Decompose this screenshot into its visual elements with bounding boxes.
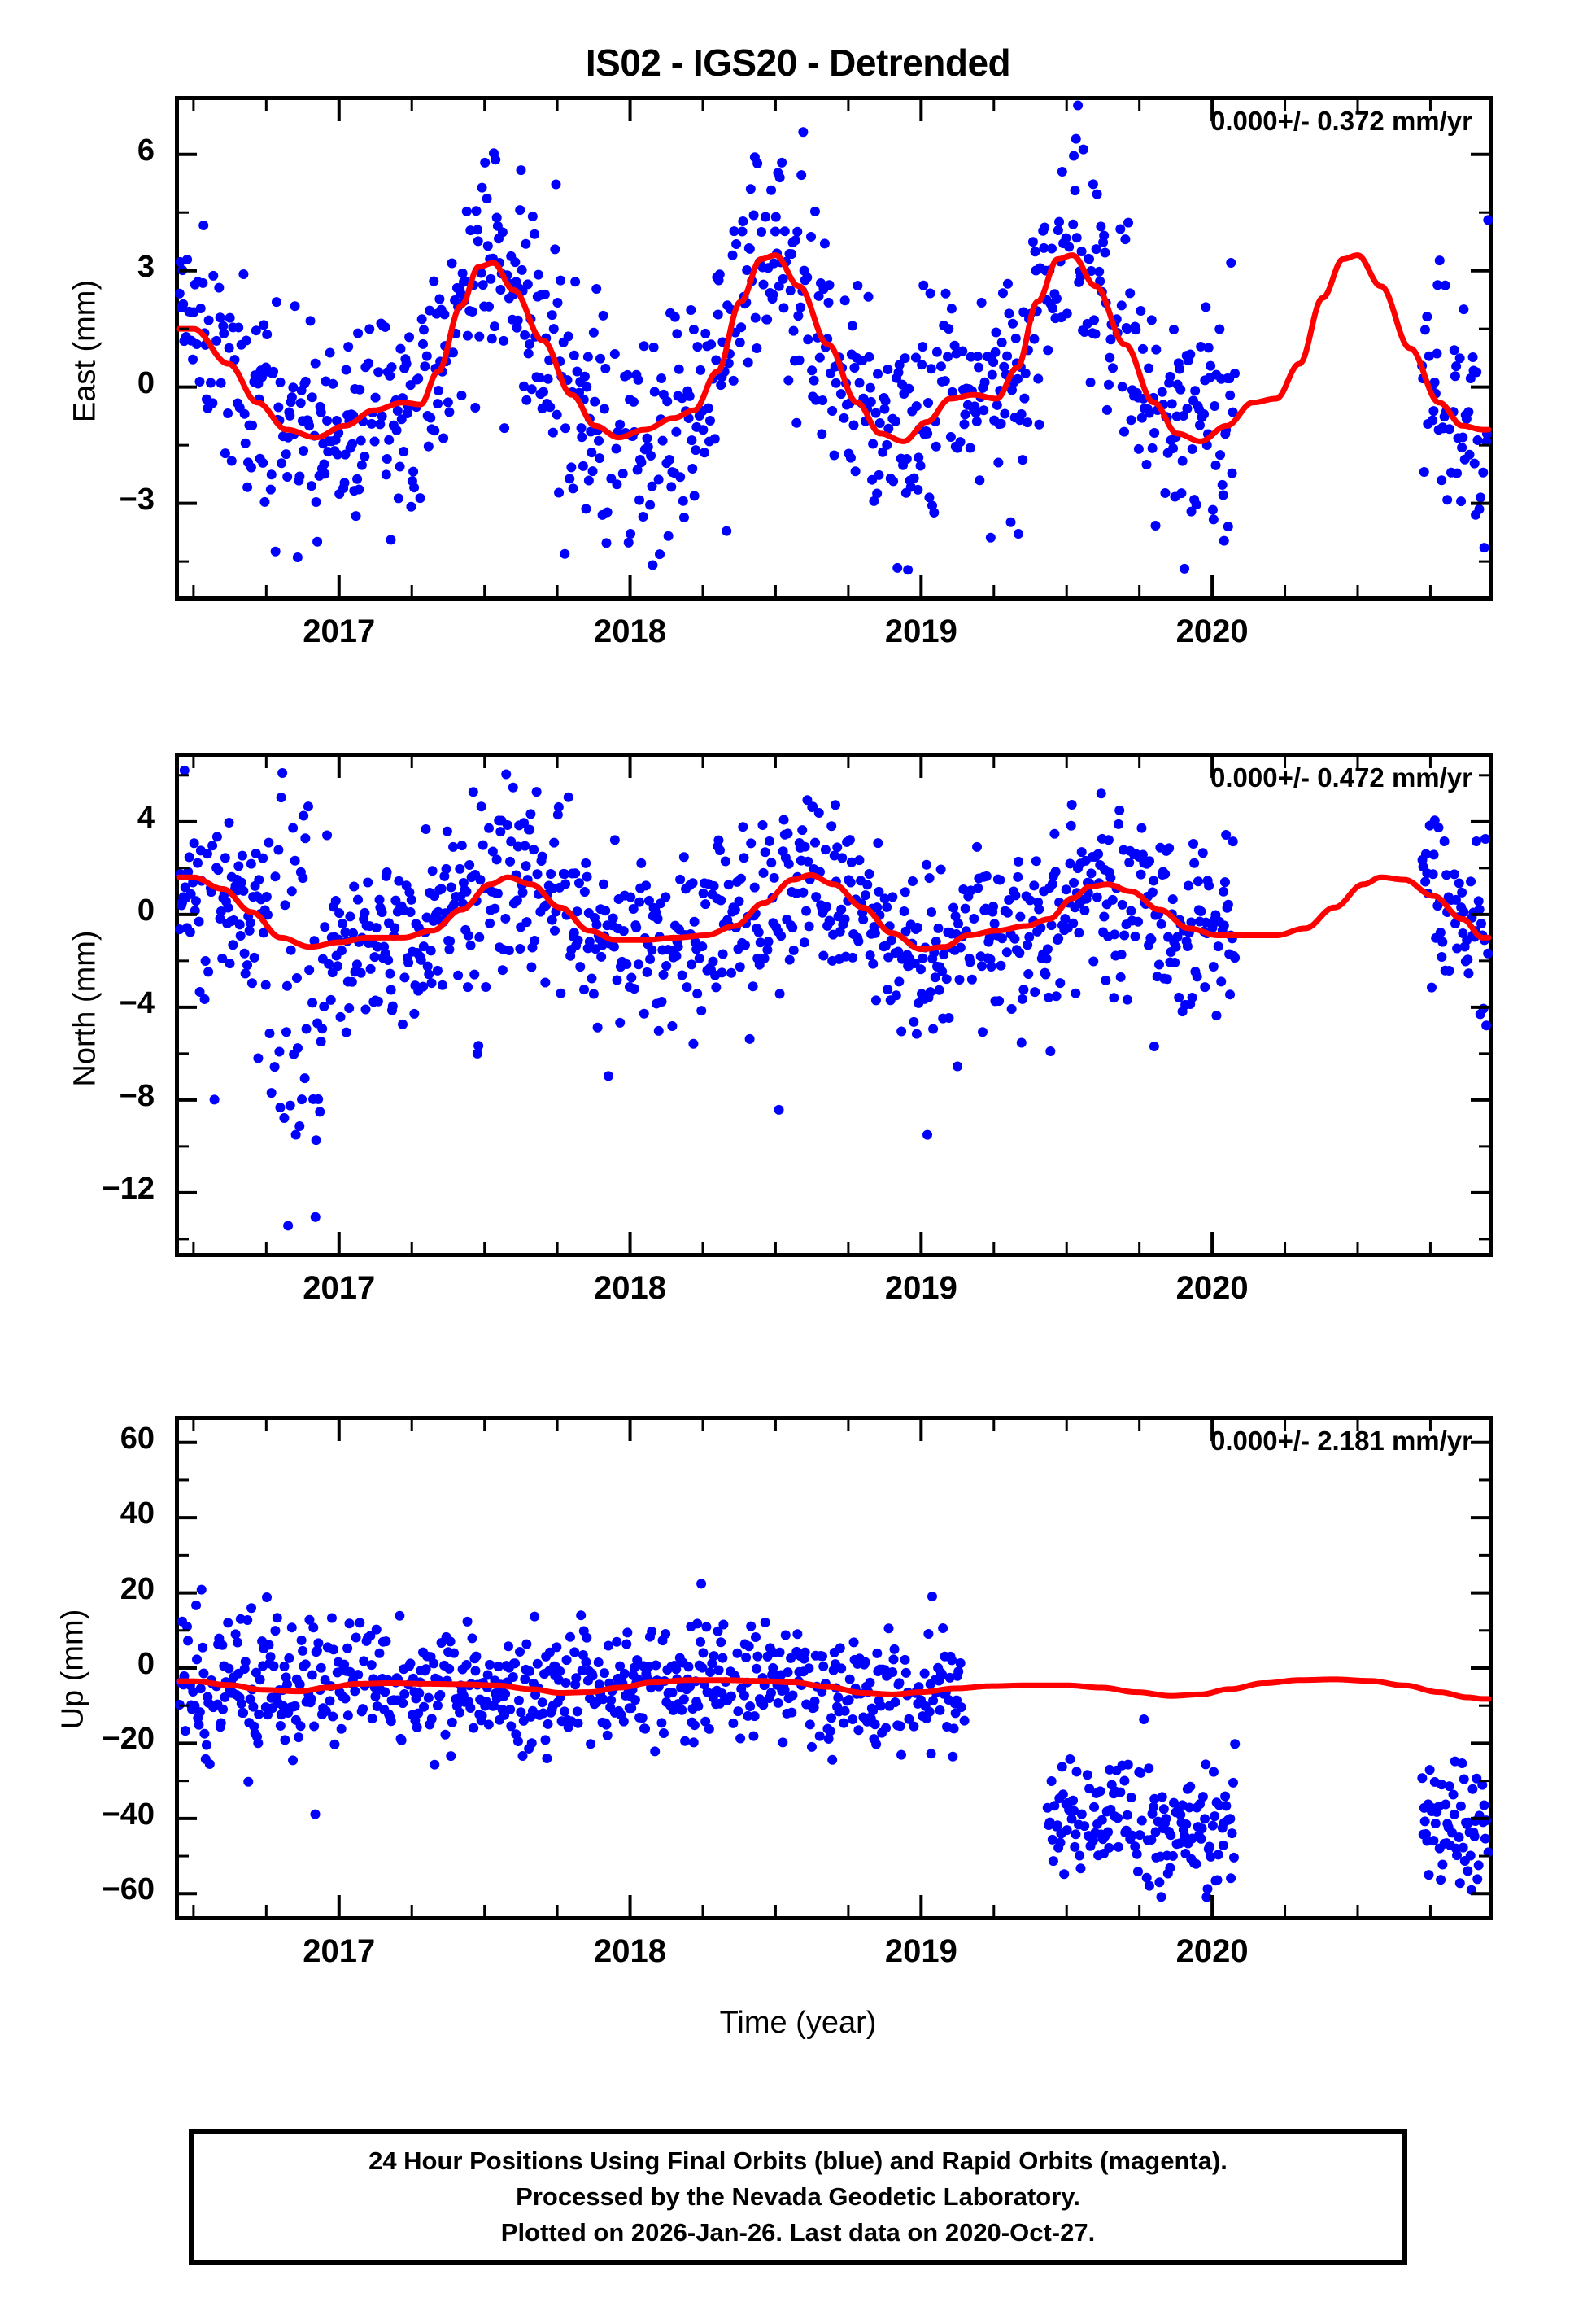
panel-east-canvas bbox=[175, 100, 1493, 596]
x-tick-label-east-1: 2018 bbox=[594, 614, 667, 649]
y-tick-label-up-0: 60 bbox=[120, 1421, 155, 1456]
y-tick-label-east-1: 3 bbox=[137, 249, 155, 284]
y-tick-label-east-3: −3 bbox=[119, 482, 155, 517]
x-tick-label-north-0: 2017 bbox=[303, 1270, 376, 1306]
x-tick-label-up-1: 2018 bbox=[594, 1933, 667, 1969]
x-tick-label-north-2: 2019 bbox=[884, 1270, 957, 1306]
x-tick-label-up-2: 2019 bbox=[884, 1933, 957, 1969]
caption-box: 24 Hour Positions Using Final Orbits (bl… bbox=[189, 2129, 1407, 2265]
y-tick-label-up-6: −60 bbox=[102, 1872, 155, 1907]
panel-up-rate-annotation: 0.000+/- 2.181 mm/yr bbox=[1210, 1426, 1472, 1456]
y-tick-label-north-1: 0 bbox=[137, 893, 155, 928]
panel-east-rate-annotation: 0.000+/- 0.372 mm/yr bbox=[1210, 106, 1472, 136]
panel-up-canvas bbox=[175, 1420, 1493, 1916]
x-tick-label-east-2: 2019 bbox=[884, 614, 957, 649]
y-tick-label-up-4: −20 bbox=[102, 1722, 155, 1757]
model-curve-north bbox=[176, 871, 1492, 953]
panel-north-rate-annotation: 0.000+/- 0.472 mm/yr bbox=[1210, 762, 1472, 793]
panel-east bbox=[175, 96, 1493, 601]
model-curve-up bbox=[176, 1676, 1492, 1702]
y-tick-label-east-2: 0 bbox=[137, 365, 155, 400]
panel-north bbox=[175, 753, 1493, 1257]
data-points-up bbox=[175, 1579, 1493, 1902]
caption-line-2: Processed by the Nevada Geodetic Laborat… bbox=[516, 2182, 1080, 2211]
panel-north-canvas bbox=[175, 757, 1493, 1253]
x-axis-label: Time (year) bbox=[719, 2006, 877, 2040]
x-tick-label-up-3: 2020 bbox=[1175, 1933, 1249, 1969]
panel-up bbox=[175, 1416, 1493, 1920]
model-curve-east bbox=[176, 252, 1492, 444]
data-points-north bbox=[175, 765, 1493, 1231]
y-tick-label-north-4: −12 bbox=[102, 1171, 155, 1206]
x-tick-label-up-0: 2017 bbox=[303, 1933, 376, 1969]
x-tick-label-east-3: 2020 bbox=[1175, 614, 1249, 649]
y-tick-label-north-0: 4 bbox=[137, 800, 155, 835]
caption-line-1: 24 Hour Positions Using Final Orbits (bl… bbox=[368, 2146, 1228, 2175]
page-title: IS02 - IGS20 - Detrended bbox=[585, 41, 1011, 84]
y-tick-label-up-1: 40 bbox=[120, 1496, 155, 1531]
y-tick-label-east-0: 6 bbox=[137, 133, 155, 168]
y-tick-label-up-5: −40 bbox=[102, 1797, 155, 1832]
x-tick-label-north-1: 2018 bbox=[594, 1270, 667, 1306]
y-tick-label-north-3: −8 bbox=[119, 1078, 155, 1113]
x-tick-label-east-0: 2017 bbox=[303, 614, 376, 649]
caption-line-3: Plotted on 2026-Jan-26. Last data on 202… bbox=[500, 2218, 1096, 2247]
data-points-east bbox=[175, 100, 1493, 575]
x-tick-label-north-3: 2020 bbox=[1175, 1270, 1249, 1306]
y-tick-label-north-2: −4 bbox=[119, 985, 155, 1020]
y-tick-label-up-3: 0 bbox=[137, 1647, 155, 1681]
y-tick-label-up-2: 20 bbox=[120, 1571, 155, 1606]
